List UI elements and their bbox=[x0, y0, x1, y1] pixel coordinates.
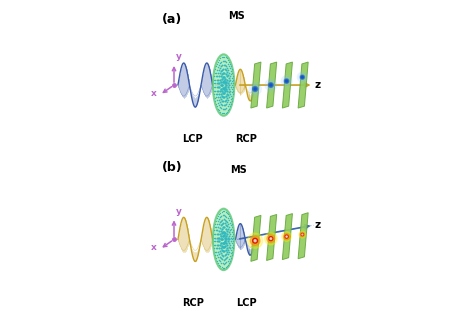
Circle shape bbox=[283, 77, 290, 85]
Text: z: z bbox=[315, 220, 321, 230]
Circle shape bbox=[301, 76, 303, 78]
Circle shape bbox=[302, 234, 303, 235]
Circle shape bbox=[300, 232, 305, 237]
Circle shape bbox=[253, 86, 258, 92]
Text: z: z bbox=[315, 80, 321, 90]
Polygon shape bbox=[251, 215, 261, 261]
Circle shape bbox=[283, 233, 290, 240]
Circle shape bbox=[267, 235, 275, 243]
Circle shape bbox=[286, 80, 288, 82]
Text: y: y bbox=[176, 52, 182, 61]
Polygon shape bbox=[298, 213, 308, 259]
Circle shape bbox=[253, 238, 257, 243]
Circle shape bbox=[254, 240, 256, 242]
Circle shape bbox=[299, 74, 306, 80]
Circle shape bbox=[251, 85, 259, 93]
Ellipse shape bbox=[213, 54, 234, 116]
Circle shape bbox=[301, 75, 304, 79]
Circle shape bbox=[285, 235, 288, 238]
Text: y: y bbox=[176, 207, 182, 216]
Circle shape bbox=[270, 84, 272, 86]
Ellipse shape bbox=[213, 209, 234, 270]
Text: (b): (b) bbox=[162, 161, 182, 174]
Circle shape bbox=[270, 238, 272, 239]
Polygon shape bbox=[298, 62, 308, 108]
Circle shape bbox=[268, 83, 273, 88]
Polygon shape bbox=[251, 62, 261, 108]
Circle shape bbox=[284, 79, 289, 83]
Text: x: x bbox=[151, 243, 157, 252]
Polygon shape bbox=[266, 215, 277, 261]
Text: x: x bbox=[151, 89, 157, 98]
Circle shape bbox=[297, 72, 308, 82]
Text: RCP: RCP bbox=[236, 134, 257, 144]
Circle shape bbox=[301, 233, 303, 236]
Text: LCP: LCP bbox=[236, 298, 257, 307]
Circle shape bbox=[299, 231, 306, 238]
Circle shape bbox=[249, 83, 262, 95]
Circle shape bbox=[281, 76, 292, 87]
Circle shape bbox=[265, 79, 277, 91]
Circle shape bbox=[267, 81, 274, 89]
Circle shape bbox=[264, 232, 277, 245]
Text: (a): (a) bbox=[162, 13, 182, 26]
Polygon shape bbox=[283, 214, 292, 260]
Text: MS: MS bbox=[228, 11, 245, 21]
Polygon shape bbox=[283, 62, 292, 108]
Text: LCP: LCP bbox=[182, 134, 203, 144]
Text: RCP: RCP bbox=[182, 298, 204, 307]
Circle shape bbox=[250, 236, 260, 246]
Circle shape bbox=[269, 237, 273, 241]
Text: MS: MS bbox=[230, 165, 246, 175]
Circle shape bbox=[282, 232, 292, 241]
Circle shape bbox=[254, 88, 256, 90]
Circle shape bbox=[247, 233, 263, 248]
Polygon shape bbox=[266, 62, 277, 108]
Circle shape bbox=[286, 236, 287, 237]
